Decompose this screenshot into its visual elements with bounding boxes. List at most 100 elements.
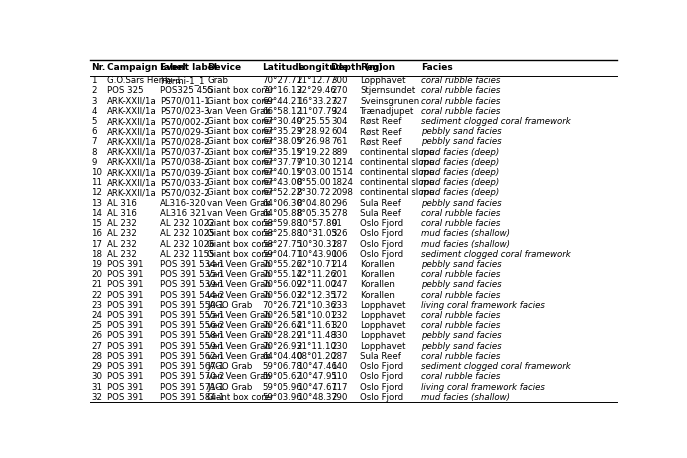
Text: 1514: 1514 — [331, 168, 353, 177]
Text: 3: 3 — [91, 97, 97, 106]
Text: 304: 304 — [331, 117, 348, 126]
Text: van Veen Grab: van Veen Grab — [207, 107, 271, 116]
Text: 29: 29 — [91, 362, 102, 371]
Text: POS 391: POS 391 — [107, 372, 144, 382]
Text: PS70/038-2: PS70/038-2 — [159, 158, 210, 167]
Text: PS70/039-2: PS70/039-2 — [159, 168, 210, 177]
Text: 12: 12 — [91, 189, 102, 197]
Text: 67°35.23: 67°35.23 — [262, 127, 302, 136]
Text: pebbly sand facies: pebbly sand facies — [420, 127, 502, 136]
Text: 59°05.96: 59°05.96 — [262, 382, 302, 392]
Text: Longitude: Longitude — [297, 63, 348, 72]
Text: Event label: Event label — [159, 63, 216, 72]
Text: 9°25.55: 9°25.55 — [297, 117, 331, 126]
Text: Korallen: Korallen — [360, 291, 395, 300]
Text: Giant box corer: Giant box corer — [207, 87, 273, 95]
Text: ARK-XXII/1a: ARK-XXII/1a — [107, 107, 157, 116]
Text: 232: 232 — [331, 311, 348, 320]
Text: continental slope: continental slope — [360, 168, 434, 177]
Text: Oslo Fjord: Oslo Fjord — [360, 229, 403, 238]
Text: POS 391 555-1: POS 391 555-1 — [159, 311, 224, 320]
Text: 7: 7 — [91, 137, 97, 147]
Text: Grab: Grab — [207, 76, 228, 85]
Text: Oslo Fjord: Oslo Fjord — [360, 219, 403, 228]
Text: mud facies (shallow): mud facies (shallow) — [420, 240, 510, 249]
Text: Oslo Fjord: Oslo Fjord — [360, 372, 403, 382]
Text: Facies: Facies — [420, 63, 452, 72]
Text: POS 391: POS 391 — [107, 352, 144, 361]
Text: Sula Reef: Sula Reef — [360, 209, 401, 218]
Text: van Veen Grab: van Veen Grab — [207, 332, 271, 340]
Text: AL 316: AL 316 — [107, 209, 137, 218]
Text: AL316-320: AL316-320 — [159, 199, 207, 208]
Text: AL 232 1025: AL 232 1025 — [159, 229, 214, 238]
Text: 296: 296 — [331, 199, 348, 208]
Text: 32: 32 — [91, 393, 102, 402]
Text: coral rubble facies: coral rubble facies — [420, 321, 500, 330]
Text: AL 316: AL 316 — [107, 199, 137, 208]
Text: van Veen Grab: van Veen Grab — [207, 311, 271, 320]
Text: 233: 233 — [331, 301, 348, 310]
Text: 247: 247 — [331, 280, 348, 289]
Text: 889: 889 — [331, 147, 348, 157]
Text: 58°25.88: 58°25.88 — [262, 229, 302, 238]
Text: POS 391 539-1: POS 391 539-1 — [159, 280, 224, 289]
Text: POS 391: POS 391 — [107, 301, 144, 310]
Text: van Veen Grab: van Veen Grab — [207, 280, 271, 289]
Text: ARK-XXII/1a: ARK-XXII/1a — [107, 147, 157, 157]
Text: Lopphavet: Lopphavet — [360, 332, 405, 340]
Text: PS70/002-2: PS70/002-2 — [159, 117, 210, 126]
Text: 67°37.77: 67°37.77 — [262, 158, 302, 167]
Text: AL 232: AL 232 — [107, 240, 137, 249]
Text: G.O.Sars Hermi-1: G.O.Sars Hermi-1 — [107, 76, 181, 85]
Text: 70°27.71: 70°27.71 — [262, 76, 302, 85]
Text: ARK-XXII/1a: ARK-XXII/1a — [107, 117, 157, 126]
Text: 9°03.00: 9°03.00 — [297, 168, 331, 177]
Text: Giant box corer: Giant box corer — [207, 189, 273, 197]
Text: POS 391: POS 391 — [107, 260, 144, 269]
Text: Giant box corer: Giant box corer — [207, 250, 273, 259]
Text: coral rubble facies: coral rubble facies — [420, 372, 500, 382]
Text: 30: 30 — [91, 372, 102, 382]
Text: Giant box corer: Giant box corer — [207, 137, 273, 147]
Text: 9°10.30: 9°10.30 — [297, 158, 331, 167]
Text: Lopphavet: Lopphavet — [360, 342, 405, 351]
Text: 70°26.58: 70°26.58 — [262, 311, 302, 320]
Text: van Veen Grab: van Veen Grab — [207, 352, 271, 361]
Text: sediment clogged coral framework: sediment clogged coral framework — [420, 250, 570, 259]
Text: coral rubble facies: coral rubble facies — [420, 209, 500, 218]
Text: 22°11.00: 22°11.00 — [297, 280, 337, 289]
Text: POS 325: POS 325 — [107, 87, 144, 95]
Text: 330: 330 — [331, 332, 348, 340]
Text: 9°28.92: 9°28.92 — [297, 127, 331, 136]
Text: 21°11.48: 21°11.48 — [297, 332, 337, 340]
Text: 201: 201 — [331, 270, 348, 279]
Text: 8°30.72: 8°30.72 — [297, 189, 331, 197]
Text: 287: 287 — [331, 352, 348, 361]
Text: 67°30.40: 67°30.40 — [262, 117, 302, 126]
Text: POS 391 534-1: POS 391 534-1 — [159, 260, 224, 269]
Text: Sula Reef: Sula Reef — [360, 199, 401, 208]
Text: 10: 10 — [91, 168, 102, 177]
Text: 25: 25 — [91, 321, 102, 330]
Text: Giant box corer: Giant box corer — [207, 147, 273, 157]
Text: POS 391 571-1: POS 391 571-1 — [159, 382, 224, 392]
Text: 70°16.13: 70°16.13 — [262, 87, 302, 95]
Text: 26: 26 — [91, 332, 102, 340]
Text: PS70/011-1: PS70/011-1 — [159, 97, 210, 106]
Text: 106: 106 — [331, 250, 348, 259]
Text: 59°04.71: 59°04.71 — [262, 250, 302, 259]
Text: pebbly sand facies: pebbly sand facies — [420, 280, 502, 289]
Text: 14: 14 — [91, 209, 102, 218]
Text: sediment clogged coral framework: sediment clogged coral framework — [420, 117, 570, 126]
Text: Trænadjupet: Trænadjupet — [360, 107, 414, 116]
Text: ARK-XXII/1a: ARK-XXII/1a — [107, 137, 157, 147]
Text: 326: 326 — [331, 229, 348, 238]
Text: 9°26.98: 9°26.98 — [297, 137, 331, 147]
Text: Giant box corer: Giant box corer — [207, 127, 273, 136]
Text: 172: 172 — [331, 291, 348, 300]
Text: 22°10.71: 22°10.71 — [297, 260, 337, 269]
Text: coral rubble facies: coral rubble facies — [420, 87, 500, 95]
Text: AL 232 1026: AL 232 1026 — [159, 240, 214, 249]
Text: AL316 321: AL316 321 — [159, 209, 206, 218]
